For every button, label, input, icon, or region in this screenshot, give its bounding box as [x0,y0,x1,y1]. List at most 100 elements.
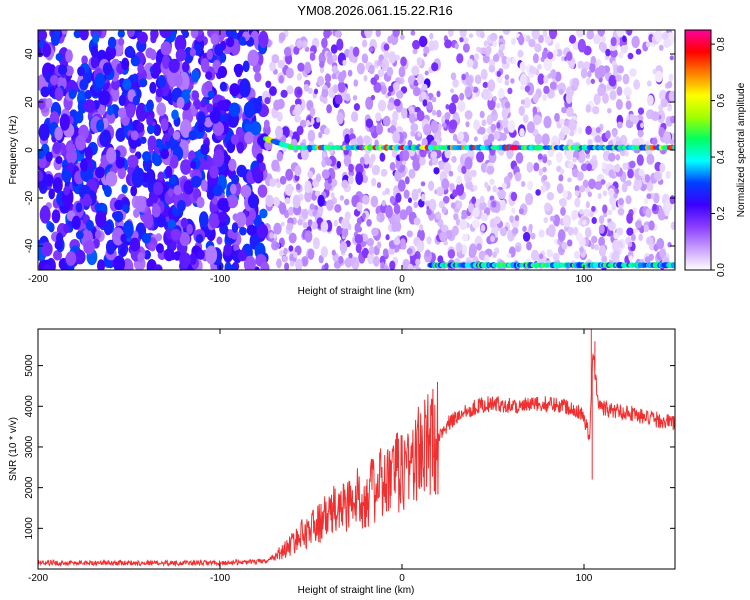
heatmap-cell [481,47,487,55]
heatmap-cell [628,255,633,262]
heatmap-cell [66,142,76,154]
heatmap-cell [273,222,282,235]
heatmap-cell [637,107,645,115]
heatmap-cell [449,183,455,192]
heatmap-cell [171,109,179,120]
heatmap-cell [368,245,375,255]
heatmap-cell [123,220,134,239]
heatmap-cell [190,175,202,188]
colorbar-tick-label: 0.6 [716,93,727,107]
heatmap-cell [535,189,541,196]
heatmap-cell [558,174,564,182]
heatmap-cell [560,168,565,175]
heatmap-cell [526,121,535,134]
heatmap-cell [362,195,370,205]
heatmap-cell [428,40,436,52]
heatmap-cell [608,169,615,178]
heatmap-y-tick-label: 20 [24,96,35,108]
heatmap-cell [41,241,53,257]
heatmap-cell [61,30,68,35]
heatmap-cell [373,256,380,267]
heatmap-cell [558,88,564,95]
heatmap-y-ticks: -40 -20 0 20 40 [24,48,675,253]
heatmap-cell [580,163,588,172]
heatmap-cell [297,89,302,95]
heatmap-cell [469,33,474,39]
heatmap-x-label: Height of straight line (km) [298,286,415,297]
heatmap-cell [305,119,310,127]
heatmap-cell [276,258,282,269]
heatmap-cell [79,79,89,91]
heatmap-cell [273,99,281,111]
snr-y-ticks: 1000 2000 3000 4000 5000 [24,354,675,539]
heatmap-cell [556,183,564,194]
heatmap-cell [433,167,440,175]
heatmap-cell [212,121,225,136]
heatmap-cell [230,134,239,145]
heatmap-cell [518,105,525,116]
heatmap-cell [179,252,192,268]
heatmap-cell [476,151,485,163]
heatmap-cell [325,158,332,166]
heatmap-cell [484,46,491,57]
heatmap-cell [376,182,382,189]
heatmap-cell [416,240,425,253]
heatmap-cell [49,75,59,86]
heatmap-cell [631,35,640,49]
heatmap-cell [129,237,141,252]
heatmap-cell [549,215,555,222]
heatmap-cell [474,74,482,85]
heatmap-cell [313,237,320,245]
heatmap-cell [537,153,543,160]
heatmap-cell [71,215,81,230]
heatmap-cell [276,151,283,162]
heatmap-cell [342,59,347,66]
heatmap-cell [269,232,274,239]
heatmap-cell [580,68,588,79]
heatmap-cell [401,160,407,166]
heatmap-cell [430,151,438,159]
heatmap-cell [269,61,276,72]
colorbar-tick-label: 0.8 [716,37,727,51]
heatmap-cell [137,251,145,263]
heatmap-cell [510,78,515,84]
heatmap-x-tick-label: 100 [576,274,593,285]
heatmap-cell [608,152,616,162]
heatmap-cell [591,205,596,212]
heatmap-cell [597,30,606,37]
heatmap-cell [338,255,344,264]
heatmap-cell [615,99,623,110]
heatmap-cell [302,40,308,49]
heatmap-cell [321,169,330,180]
heatmap-cell [541,133,550,146]
heatmap-cell [621,182,628,193]
heatmap-cell [448,102,457,115]
heatmap-cell [38,170,44,182]
heatmap-cell [283,46,292,57]
heatmap-cell [407,263,414,270]
snr-x-label: Height of straight line (km) [298,585,415,596]
heatmap-cell [389,260,396,270]
heatmap-cell [623,86,632,97]
heatmap-cell [645,208,652,218]
heatmap-cell [48,188,55,200]
heatmap-cell [442,195,450,204]
heatmap-cell [607,108,612,114]
heatmap-cell [151,204,161,218]
heatmap-cell [269,178,277,187]
heatmap-cell [191,90,200,101]
heatmap-cell [199,99,207,108]
heatmap-cell [424,70,429,76]
heatmap-cell [321,37,328,49]
heatmap-cell [146,169,156,184]
heatmap-cell [489,178,495,185]
heatmap-cell [586,163,592,172]
heatmap-cell [94,72,105,89]
heatmap-cell [421,193,426,202]
heatmap-cell [347,223,352,231]
heatmap-cell [240,184,252,198]
heatmap-cell [455,218,461,226]
heatmap-cell [233,244,240,252]
heatmap-cell [383,43,390,51]
